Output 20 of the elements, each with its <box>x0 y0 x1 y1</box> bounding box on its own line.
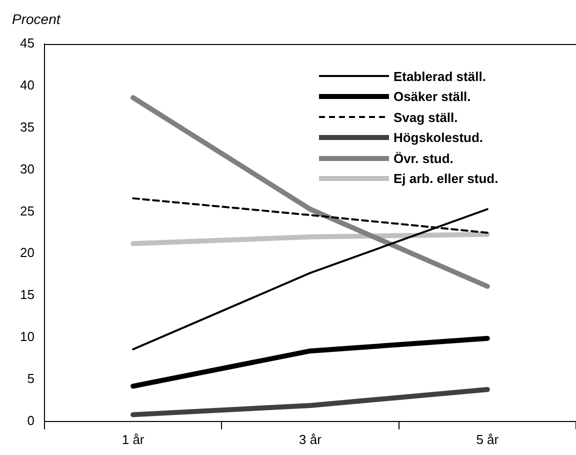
legend-label: Ej arb. eller stud. <box>393 171 498 186</box>
y-tick-label: 25 <box>20 203 34 218</box>
x-tick-label: 1 år <box>122 432 145 447</box>
legend-label: Övr. stud. <box>393 150 454 166</box>
y-tick-label: 30 <box>20 161 34 176</box>
y-tick-label: 0 <box>27 412 34 428</box>
y-tick-label: 15 <box>20 287 34 302</box>
legend-label: Osäker ställ. <box>393 89 471 104</box>
x-tick-label: 5 år <box>476 432 500 447</box>
y-tick-label: 40 <box>20 78 34 93</box>
y-tick-label: 5 <box>27 371 34 386</box>
y-tick-label: 45 <box>20 36 34 51</box>
y-tick-label: 10 <box>20 329 34 344</box>
legend-label: Svag ställ. <box>393 110 458 125</box>
y-axis-title: Procent <box>12 11 62 27</box>
legend-label: Etablerad ställ. <box>393 68 486 84</box>
x-tick-label: 3 år <box>299 432 322 447</box>
y-tick-label: 35 <box>20 119 34 134</box>
legend-label: Högskolestud. <box>393 130 484 146</box>
y-tick-label: 20 <box>20 245 34 260</box>
